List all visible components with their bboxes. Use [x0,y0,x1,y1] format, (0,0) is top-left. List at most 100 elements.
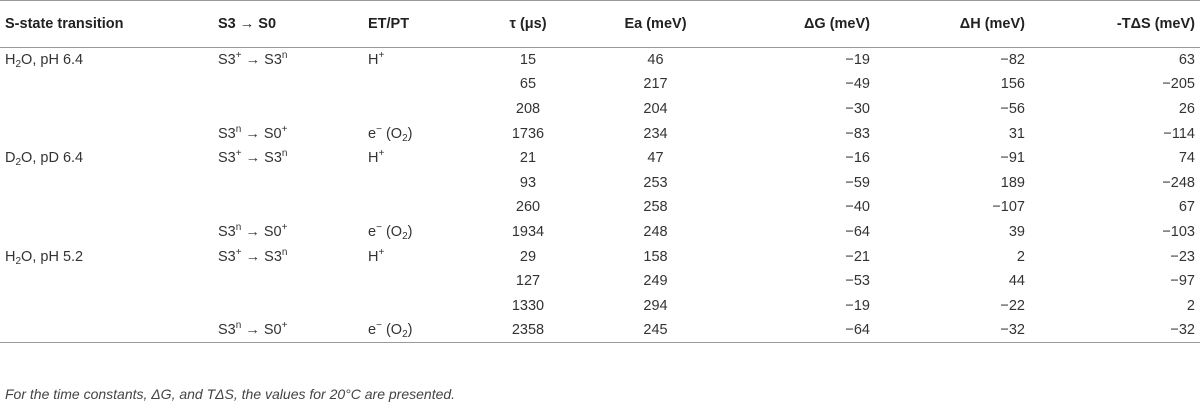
cell-et-pt: H+ [368,148,385,167]
table-row: S3n → S0+ e− (O2) 1736 234 −83 31 −114 [0,121,1200,146]
cell-et-pt: e− (O2) [368,221,413,242]
cell-dg: −53 [845,273,870,290]
cell-tds: −23 [1170,248,1195,265]
cell-ea: 204 [643,100,668,117]
cell-ea: 294 [643,297,668,314]
cell-dg: −49 [845,76,870,93]
cell-condition [0,269,218,294]
column-header-tds: -TΔS (meV) [1043,0,1200,48]
column-header-ea: Ea (meV) [578,0,733,48]
cell-tau: 1330 [511,297,545,314]
table-row: D2O, pD 6.4 S3+ → S3n H+ 21 47 −16 −91 74 [0,146,1200,171]
cell-et-pt [368,195,478,220]
cell-dg: −16 [845,150,870,167]
table-row: 260 258 −40 −107 67 [0,195,1200,220]
column-header-transition: S-state transition [0,0,218,48]
cell-condition [0,293,218,318]
cell-dg: −19 [845,52,870,69]
cell-dg: −19 [845,297,870,314]
cell-tds: −114 [1163,125,1195,142]
cell-transition [218,72,368,97]
cell-tds: −32 [1043,318,1200,344]
cell-transition: S3+ → S3n [218,246,288,265]
cell-tds: 63 [1178,52,1195,69]
cell-et-pt [368,170,478,195]
column-header-s3-s0: S3 → S0 [218,0,368,48]
cell-dg: −59 [845,174,870,191]
cell-et-pt: H+ [368,50,385,69]
cell-condition [0,195,218,220]
cell-ea: 217 [643,76,668,93]
cell-transition [218,195,368,220]
cell-dh: 189 [1000,174,1025,191]
cell-tds: 2 [1186,297,1195,314]
cell-tds: 67 [1178,199,1195,216]
header-row: S-state transition S3 → S0 ET/PT τ (μs) … [0,0,1200,48]
cell-tau: 260 [515,199,541,216]
cell-dh: −32 [888,318,1043,344]
cell-tau: 2358 [478,318,578,344]
cell-transition: S3n → S0+ [218,123,288,142]
cell-dh: 156 [1000,76,1025,93]
cell-tau: 65 [519,76,537,93]
cell-dg: −21 [845,248,870,265]
cell-tau: 93 [519,174,537,191]
cell-dh: 2 [1016,248,1025,265]
cell-condition: D2O, pD 6.4 [5,150,84,169]
cell-ea: 46 [647,52,664,69]
cell-ea: 258 [643,199,668,216]
cell-dh: 44 [1008,273,1025,290]
cell-ea: 245 [578,318,733,344]
cell-condition: H2O, pH 5.2 [5,248,84,267]
cell-tds: 26 [1178,100,1195,117]
column-header-et-pt: ET/PT [368,0,478,48]
cell-tau: 127 [515,273,541,290]
cell-et-pt [368,97,478,122]
table-row: 127 249 −53 44 −97 [0,269,1200,294]
cell-dh: −107 [992,199,1025,216]
cell-transition: S3+ → S3n [218,148,288,167]
cell-ea: 234 [643,125,668,142]
cell-condition [0,318,218,344]
cell-et-pt [368,269,478,294]
cell-transition [218,170,368,195]
cell-dg: −30 [845,100,870,117]
cell-dh: −91 [1000,150,1025,167]
table-footnote: For the time constants, ΔG, and TΔS, the… [5,386,456,402]
cell-dg: −64 [845,223,870,240]
cell-transition [218,97,368,122]
cell-dh: −22 [1000,297,1025,314]
cell-dg: −40 [845,199,870,216]
cell-dg: −83 [845,125,870,142]
cell-transition: S3n → S0+ [218,221,288,240]
cell-tau: 208 [515,100,541,117]
thermodynamics-table: S-state transition S3 → S0 ET/PT τ (μs) … [0,0,1200,344]
cell-ea: 249 [643,273,668,290]
cell-dg: −64 [733,318,888,344]
cell-transition: S3n → S0+ [218,318,368,344]
cell-et-pt: e− (O2) [368,318,478,344]
cell-condition: H2O, pH 6.4 [5,52,84,71]
cell-transition [218,293,368,318]
cell-ea: 47 [647,150,664,167]
cell-dh: −82 [1000,52,1025,69]
cell-ea: 248 [643,223,668,240]
cell-transition: S3+ → S3n [218,50,288,69]
cell-et-pt: e− (O2) [368,123,413,144]
cell-tds: −97 [1170,273,1195,290]
cell-dh: −56 [1000,100,1025,117]
table-row: S3n → S0+ e− (O2) 2358 245 −64 −32 −32 [0,318,1200,344]
cell-ea: 158 [643,248,668,265]
table-body: H2O, pH 6.4 S3+ → S3n H+ 15 46 −19 −82 63 65 217 −… [0,48,1200,344]
cell-dh: 39 [1008,223,1025,240]
column-header-dh: ΔH (meV) [888,0,1043,48]
table-row: H2O, pH 5.2 S3+ → S3n H+ 29 158 −21 2 −23 [0,244,1200,269]
cell-condition [0,97,218,122]
cell-tau: 29 [519,248,537,265]
table-row: H2O, pH 6.4 S3+ → S3n H+ 15 46 −19 −82 63 [0,48,1200,73]
cell-condition [0,72,218,97]
cell-tds: −103 [1162,223,1195,240]
cell-tds: 74 [1178,150,1195,167]
table-row: S3n → S0+ e− (O2) 1934 248 −64 39 −103 [0,220,1200,245]
